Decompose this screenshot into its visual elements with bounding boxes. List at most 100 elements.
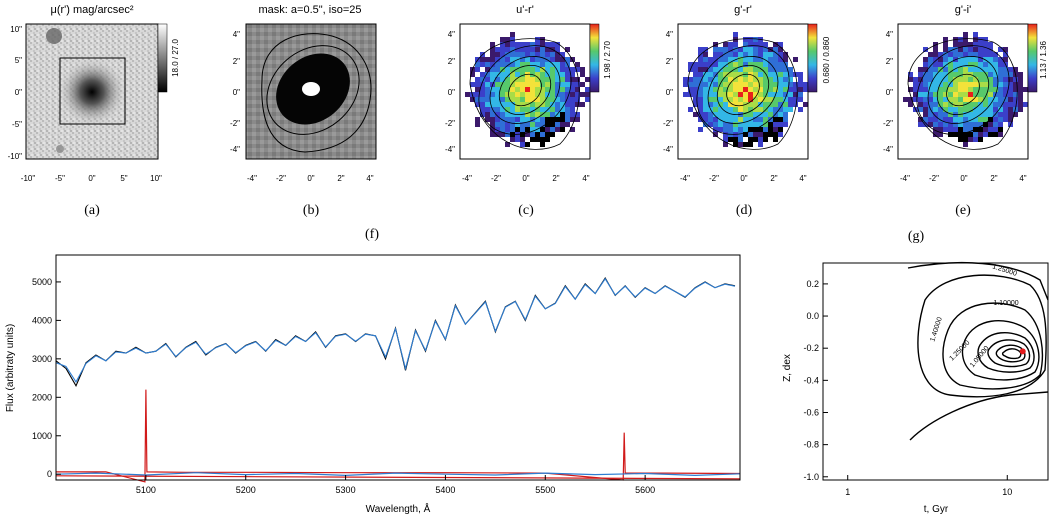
map-pixel bbox=[1003, 102, 1008, 107]
map-pixel bbox=[703, 102, 708, 107]
map-pixel bbox=[933, 62, 938, 67]
map-pixel bbox=[963, 52, 968, 57]
map-pixel bbox=[763, 47, 768, 52]
map-pixel bbox=[535, 137, 540, 142]
map-pixel bbox=[490, 112, 495, 117]
map-pixel bbox=[993, 52, 998, 57]
map-pixel bbox=[485, 72, 490, 77]
map-pixel bbox=[1008, 107, 1013, 112]
map-pixel bbox=[968, 47, 973, 52]
map-pixel bbox=[500, 42, 505, 47]
map-pixel bbox=[713, 87, 718, 92]
map-pixel bbox=[703, 52, 708, 57]
map-pixel bbox=[788, 67, 793, 72]
y-tick-label: 0.0 bbox=[806, 311, 819, 321]
map-pixel bbox=[758, 97, 763, 102]
map-pixel bbox=[495, 47, 500, 52]
map-pixel bbox=[698, 82, 703, 87]
map-pixel bbox=[565, 57, 570, 62]
map-pixel bbox=[1008, 102, 1013, 107]
map-pixel bbox=[963, 112, 968, 117]
map-pixel bbox=[565, 77, 570, 82]
map-pixel bbox=[733, 142, 738, 147]
map-pixel bbox=[535, 97, 540, 102]
map-pixel bbox=[933, 52, 938, 57]
map-pixel bbox=[773, 102, 778, 107]
map-pixel bbox=[963, 137, 968, 142]
map-pixel bbox=[988, 72, 993, 77]
map-pixel bbox=[580, 82, 585, 87]
map-pixel bbox=[963, 142, 968, 147]
map-pixel bbox=[490, 127, 495, 132]
map-pixel bbox=[963, 117, 968, 122]
map-pixel bbox=[733, 42, 738, 47]
map-pixel bbox=[1003, 77, 1008, 82]
map-pixel bbox=[520, 127, 525, 132]
map-pixel bbox=[575, 117, 580, 122]
map-pixel bbox=[500, 117, 505, 122]
map-pixel bbox=[783, 52, 788, 57]
svg-text:-2": -2" bbox=[276, 174, 286, 183]
panel-c-colorbar bbox=[589, 23, 600, 93]
map-pixel bbox=[773, 82, 778, 87]
map-pixel bbox=[958, 102, 963, 107]
map-pixel bbox=[520, 92, 525, 97]
map-pixel bbox=[773, 42, 778, 47]
map-pixel bbox=[953, 47, 958, 52]
map-pixel bbox=[773, 132, 778, 137]
map-pixel bbox=[510, 107, 515, 112]
map-pixel bbox=[500, 82, 505, 87]
map-pixel bbox=[520, 102, 525, 107]
map-pixel bbox=[1018, 77, 1023, 82]
map-pixel bbox=[500, 132, 505, 137]
x-tick-label: 5400 bbox=[435, 485, 455, 495]
map-pixel bbox=[545, 112, 550, 117]
map-pixel bbox=[743, 47, 748, 52]
map-pixel bbox=[575, 77, 580, 82]
map-pixel bbox=[480, 87, 485, 92]
map-pixel bbox=[753, 132, 758, 137]
map-pixel bbox=[718, 87, 723, 92]
map-pixel bbox=[575, 102, 580, 107]
map-pixel bbox=[738, 137, 743, 142]
map-pixel bbox=[718, 117, 723, 122]
map-pixel bbox=[485, 117, 490, 122]
map-pixel bbox=[550, 97, 555, 102]
map-pixel bbox=[973, 112, 978, 117]
map-pixel bbox=[530, 82, 535, 87]
map-pixel bbox=[738, 132, 743, 137]
map-pixel bbox=[515, 97, 520, 102]
map-pixel bbox=[728, 87, 733, 92]
map-pixel bbox=[723, 117, 728, 122]
map-pixel bbox=[515, 42, 520, 47]
map-pixel bbox=[943, 127, 948, 132]
x-tick-label: 1 bbox=[845, 487, 850, 497]
caption-g: (g) bbox=[908, 229, 925, 244]
map-pixel bbox=[570, 112, 575, 117]
contour-line bbox=[909, 391, 1049, 441]
map-pixel bbox=[958, 92, 963, 97]
svg-text:0": 0" bbox=[15, 88, 22, 97]
map-pixel bbox=[733, 67, 738, 72]
map-pixel bbox=[723, 82, 728, 87]
map-pixel bbox=[958, 82, 963, 87]
map-pixel bbox=[753, 67, 758, 72]
map-pixel bbox=[1018, 102, 1023, 107]
map-pixel bbox=[485, 112, 490, 117]
map-pixel bbox=[575, 82, 580, 87]
map-pixel bbox=[575, 67, 580, 72]
map-pixel bbox=[560, 127, 565, 132]
map-pixel bbox=[968, 127, 973, 132]
panel-a-colorbar bbox=[157, 23, 168, 93]
map-pixel bbox=[753, 37, 758, 42]
map-pixel bbox=[515, 72, 520, 77]
map-pixel bbox=[798, 77, 803, 82]
panel-d-xticks: -4" -2" 0" 2" 4" bbox=[680, 174, 807, 183]
isophote-contour bbox=[907, 38, 1018, 150]
isophote-contour bbox=[946, 73, 980, 107]
map-pixel bbox=[733, 117, 738, 122]
map-pixel bbox=[983, 77, 988, 82]
map-pixel bbox=[928, 72, 933, 77]
map-pixel bbox=[803, 87, 808, 92]
map-pixel bbox=[505, 37, 510, 42]
